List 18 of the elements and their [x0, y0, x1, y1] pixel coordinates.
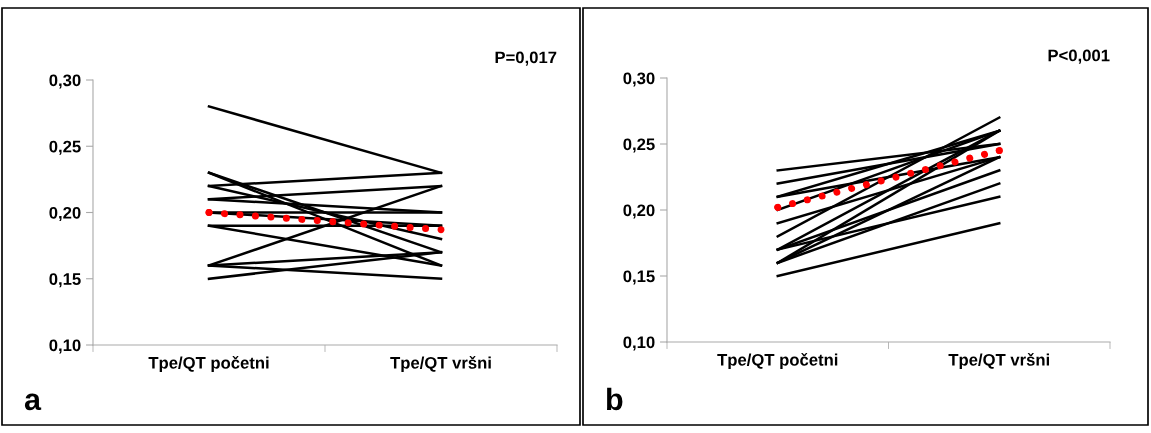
- y-tick-label: 0,15: [623, 270, 655, 285]
- text: P=0,017: [495, 51, 557, 66]
- x-tick-label: Tpe/QT početni: [148, 356, 269, 373]
- x-tick-label: Tpe/QT vršni: [390, 356, 491, 373]
- y-tick-label: 0,30: [49, 74, 81, 89]
- y-tick-label: 0,10: [49, 339, 81, 354]
- y-tick-label: 0,20: [623, 204, 655, 219]
- text: a: [24, 393, 42, 411]
- text: b: [607, 387, 623, 411]
- text: P<0,001: [1048, 49, 1110, 64]
- x-tick-label: Tpe/QT vršni: [948, 353, 1050, 370]
- y-tick-label: 0,25: [49, 140, 81, 155]
- y-tick-label: 0,20: [49, 206, 81, 222]
- y-tick-label: 0,30: [623, 72, 655, 87]
- x-tick-label: Tpe/QT početni: [717, 353, 838, 370]
- y-tick-label: 0,15: [49, 273, 81, 288]
- y-tick-label: 0,10: [623, 336, 655, 351]
- y-tick-label: 0,25: [623, 138, 655, 153]
